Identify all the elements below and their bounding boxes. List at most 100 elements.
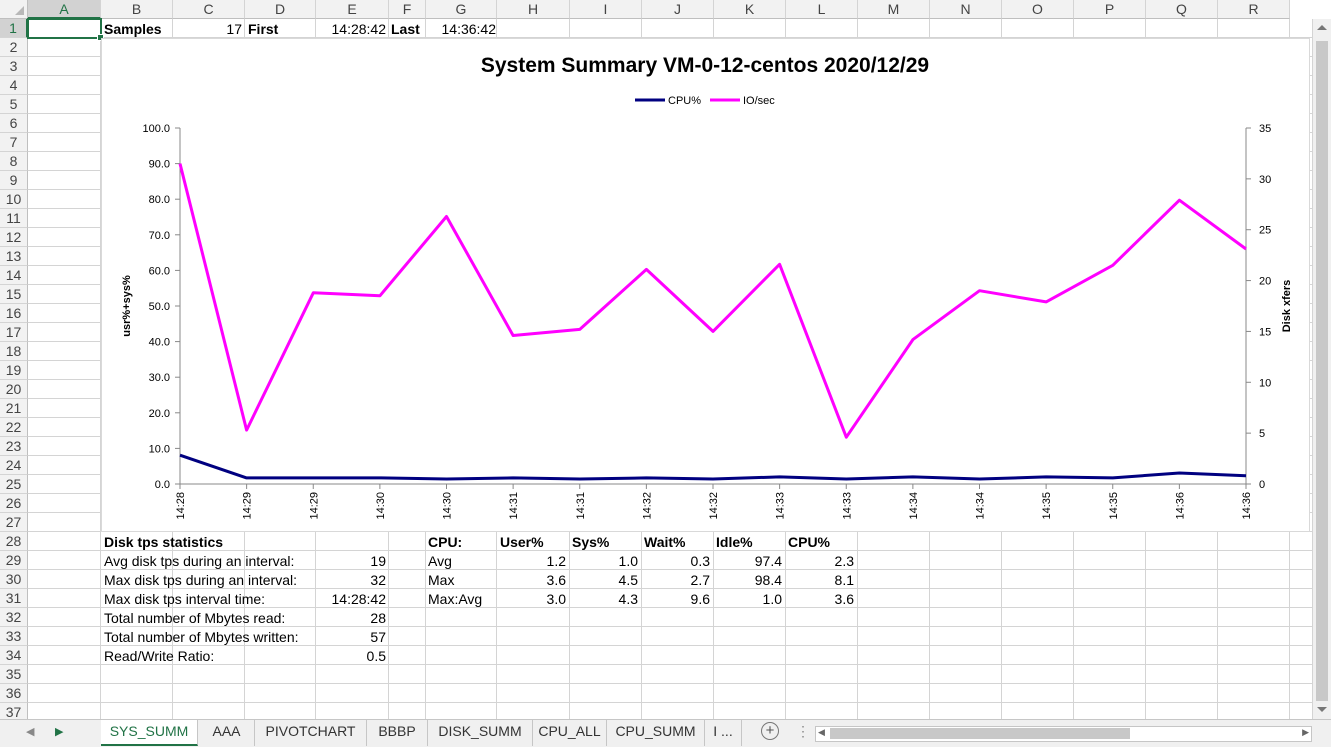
column-header[interactable]: P [1074, 0, 1146, 19]
cpu-row-label[interactable]: Max:Avg [428, 590, 482, 609]
column-header[interactable]: O [1002, 0, 1074, 19]
sheet-tab[interactable]: SYS_SUMM [101, 720, 198, 746]
cpu-table-header[interactable]: CPU% [788, 533, 830, 552]
disk-stat-value[interactable]: 28 [316, 609, 386, 628]
row-header[interactable]: 10 [0, 190, 28, 209]
column-header[interactable]: A [28, 0, 101, 19]
sheet-tab[interactable]: CPU_ALL [533, 720, 607, 746]
samples-value[interactable]: 17 [174, 20, 242, 39]
first-label[interactable]: First [248, 20, 278, 39]
cpu-value[interactable]: 3.6 [788, 590, 854, 609]
row-header[interactable]: 21 [0, 399, 28, 418]
cpu-row-label[interactable]: Avg [428, 552, 452, 571]
row-header[interactable]: 30 [0, 570, 28, 589]
cpu-value[interactable]: 98.4 [716, 571, 782, 590]
column-header[interactable]: C [173, 0, 245, 19]
cpu-value[interactable]: 3.6 [500, 571, 566, 590]
column-header[interactable]: R [1218, 0, 1290, 19]
cpu-value[interactable]: 2.3 [788, 552, 854, 571]
disk-stat-label[interactable]: Max disk tps during an interval: [104, 571, 297, 590]
row-header[interactable]: 33 [0, 627, 28, 646]
column-header[interactable]: N [930, 0, 1002, 19]
column-header[interactable]: L [786, 0, 858, 19]
row-header[interactable]: 25 [0, 475, 28, 494]
row-header[interactable]: 26 [0, 494, 28, 513]
cpu-table-header[interactable]: User% [500, 533, 544, 552]
column-header[interactable]: M [858, 0, 930, 19]
vertical-scroll-thumb[interactable] [1316, 41, 1328, 701]
disk-stat-value[interactable]: 32 [316, 571, 386, 590]
column-header[interactable]: G [426, 0, 497, 19]
system-summary-chart[interactable]: System Summary VM-0-12-centos 2020/12/29… [101, 38, 1310, 532]
row-header[interactable]: 13 [0, 247, 28, 266]
cpu-value[interactable]: 9.6 [644, 590, 710, 609]
column-header[interactable]: H [497, 0, 570, 19]
row-header[interactable]: 23 [0, 437, 28, 456]
disk-stat-value[interactable]: 0.5 [316, 647, 386, 666]
cpu-table-header[interactable]: Wait% [644, 533, 685, 552]
disk-stat-value[interactable]: 19 [316, 552, 386, 571]
row-header[interactable]: 22 [0, 418, 28, 437]
cpu-value[interactable]: 4.5 [572, 571, 638, 590]
row-header[interactable]: 28 [0, 532, 28, 551]
last-value[interactable]: 14:36:42 [426, 20, 496, 39]
row-header[interactable]: 29 [0, 551, 28, 570]
row-header[interactable]: 8 [0, 152, 28, 171]
cpu-value[interactable]: 2.7 [644, 571, 710, 590]
scroll-up-icon[interactable] [1317, 25, 1327, 30]
cpu-value[interactable]: 1.0 [572, 552, 638, 571]
row-header[interactable]: 18 [0, 342, 28, 361]
row-header[interactable]: 9 [0, 171, 28, 190]
cpu-value[interactable]: 8.1 [788, 571, 854, 590]
horizontal-scroll-thumb[interactable] [830, 728, 1130, 739]
row-header[interactable]: 24 [0, 456, 28, 475]
cpu-table-header[interactable]: Idle% [716, 533, 753, 552]
scroll-left-icon[interactable]: ◀ [818, 727, 825, 738]
sheet-tab[interactable]: I ... [705, 720, 742, 746]
column-header[interactable]: E [316, 0, 389, 19]
row-header[interactable]: 14 [0, 266, 28, 285]
disk-stat-value[interactable]: 14:28:42 [316, 590, 386, 609]
cpu-value[interactable]: 0.3 [644, 552, 710, 571]
row-header[interactable]: 35 [0, 665, 28, 684]
sheet-tab[interactable]: PIVOTCHART [255, 720, 367, 746]
disk-stat-label[interactable]: Avg disk tps during an interval: [104, 552, 294, 571]
row-header[interactable]: 20 [0, 380, 28, 399]
cpu-value[interactable]: 4.3 [572, 590, 638, 609]
sheet-tab[interactable]: CPU_SUMM [607, 720, 705, 746]
vertical-scrollbar[interactable] [1312, 19, 1331, 719]
row-header[interactable]: 31 [0, 589, 28, 608]
row-header[interactable]: 27 [0, 513, 28, 532]
tab-split-handle-icon[interactable]: ⋮ [796, 723, 810, 740]
scroll-down-icon[interactable] [1317, 707, 1327, 712]
horizontal-scrollbar[interactable]: ◀ ▶ [815, 726, 1312, 742]
row-header[interactable]: 34 [0, 646, 28, 665]
row-header[interactable]: 19 [0, 361, 28, 380]
row-header[interactable]: 6 [0, 114, 28, 133]
row-header[interactable]: 15 [0, 285, 28, 304]
disk-stat-label[interactable]: Total number of Mbytes written: [104, 628, 299, 647]
tab-scroll-right-icon[interactable]: ▶ [55, 725, 63, 738]
disk-stat-label[interactable]: Max disk tps interval time: [104, 590, 265, 609]
column-header[interactable]: F [389, 0, 426, 19]
cpu-value[interactable]: 1.0 [716, 590, 782, 609]
column-header[interactable]: J [642, 0, 714, 19]
disk-stat-label[interactable]: Total number of Mbytes read: [104, 609, 285, 628]
samples-label[interactable]: Samples [104, 20, 162, 39]
row-header[interactable]: 3 [0, 57, 28, 76]
disk-stat-value[interactable]: 57 [316, 628, 386, 647]
cpu-value[interactable]: 97.4 [716, 552, 782, 571]
row-header[interactable]: 16 [0, 304, 28, 323]
add-sheet-icon[interactable]: + [761, 722, 779, 740]
row-header[interactable]: 36 [0, 684, 28, 703]
cpu-table-header[interactable]: CPU: [428, 533, 462, 552]
row-header[interactable]: 4 [0, 76, 28, 95]
sheet-tab[interactable]: BBBP [367, 720, 428, 746]
cpu-value[interactable]: 3.0 [500, 590, 566, 609]
tab-scroll-left-icon[interactable]: ◀ [26, 725, 34, 738]
select-all-corner[interactable] [0, 0, 28, 19]
row-header[interactable]: 7 [0, 133, 28, 152]
row-header[interactable]: 2 [0, 38, 28, 57]
column-header[interactable]: K [714, 0, 786, 19]
sheet-tab[interactable]: AAA [199, 720, 255, 746]
